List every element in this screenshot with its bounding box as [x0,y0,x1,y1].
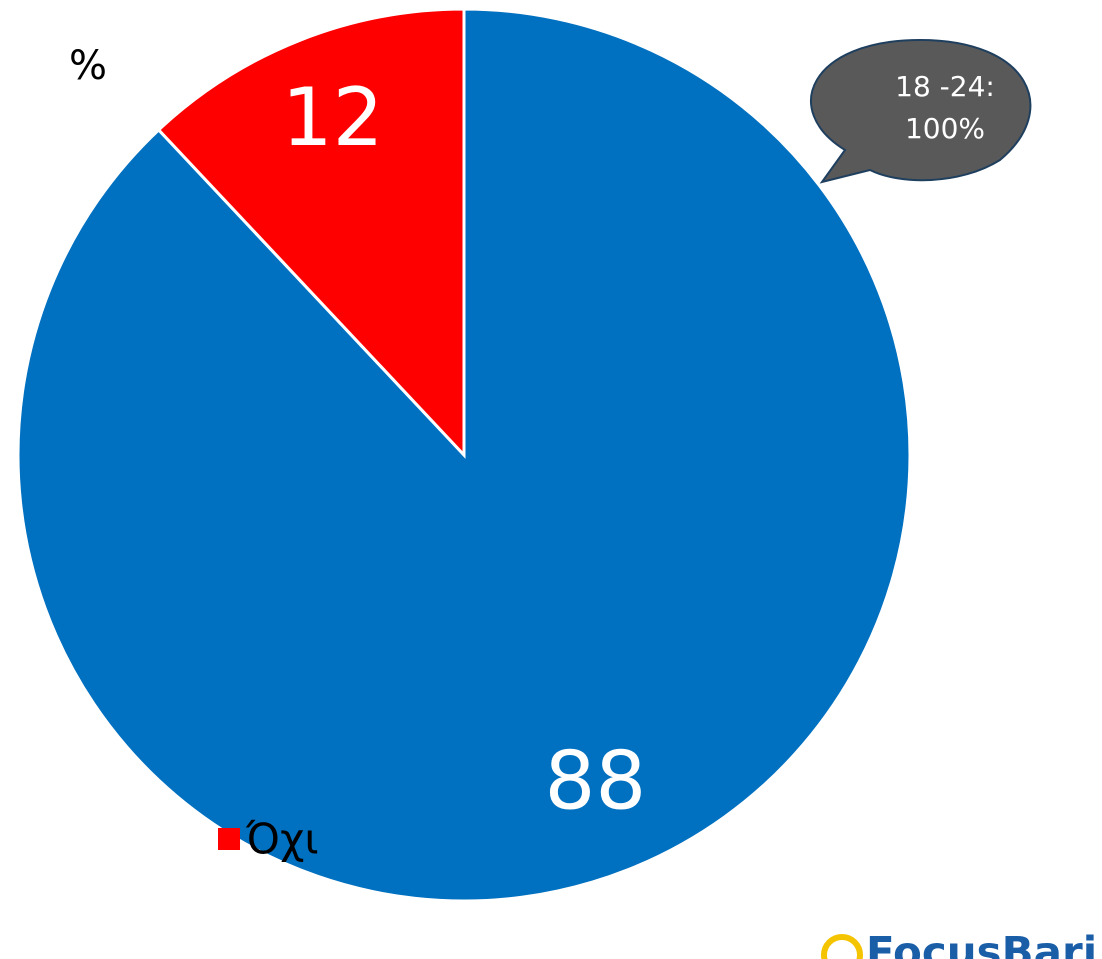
callout: 18 -24: 100% [810,38,1032,184]
callout-bubble [810,38,1032,184]
unit-label: % [69,43,107,89]
callout-text: 18 -24: [895,70,995,103]
logo: FocusBari [821,928,1097,959]
data-label: 88 [544,735,646,828]
logo-text: FocusBari [866,928,1097,959]
legend-label: Όχι [245,815,319,864]
legend-swatch [218,828,240,850]
logo-ring [821,934,863,959]
callout-text: 100% [905,112,985,145]
data-label: 12 [282,71,384,164]
pie-slice [156,7,466,459]
